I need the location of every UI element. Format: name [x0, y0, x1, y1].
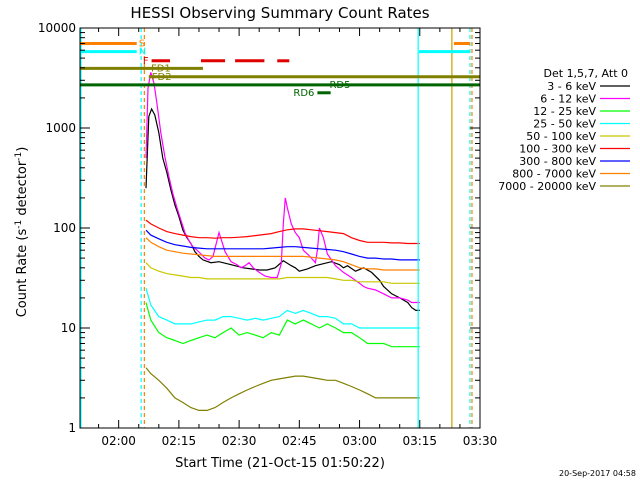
- legend-label-7: 800 - 7000 keV: [512, 168, 596, 181]
- legend-label-4: 50 - 100 keV: [526, 130, 596, 143]
- x-tick-label-3: 02:45: [282, 434, 317, 448]
- legend-label-0: 3 - 6 keV: [547, 80, 596, 93]
- legend-label-5: 100 - 300 keV: [519, 143, 596, 156]
- series-layer: [145, 72, 420, 411]
- vertical-lines-layer: [80, 28, 473, 428]
- x-tick-label-1: 02:15: [162, 434, 197, 448]
- series-line-4: [145, 262, 420, 284]
- flag-label-fd2: FD2: [152, 72, 172, 83]
- y-tick-label-1: 10: [61, 321, 76, 335]
- y-tick-label-3: 1000: [45, 121, 76, 135]
- series-line-5: [145, 219, 420, 245]
- legend-label-3: 25 - 50 keV: [533, 118, 596, 131]
- series-line-0: [145, 107, 420, 311]
- x-tick-label-2: 02:30: [222, 434, 257, 448]
- x-tick-label-6: 03:30: [463, 434, 498, 448]
- flag-label-n: N: [139, 47, 146, 58]
- legend-label-2: 12 - 25 keV: [533, 105, 596, 118]
- x-axis-label: Start Time (21-Oct-15 01:50:22): [175, 456, 385, 471]
- y-axis-label: Count Rate (s-1 detector-1): [14, 147, 30, 318]
- series-line-7: [145, 237, 420, 271]
- flag-label-f: F: [143, 56, 149, 67]
- flag-label-s: S: [139, 38, 145, 49]
- y-tick-label-0: 1: [68, 421, 76, 435]
- flag-label-fd1: FD1: [151, 63, 171, 74]
- legend-title: Det 1,5,7, Att 0: [544, 67, 628, 80]
- series-line-3: [145, 288, 420, 329]
- y-tick-label-4: 10000: [38, 21, 76, 35]
- series-line-2: [145, 302, 420, 348]
- legend-label-8: 7000 - 20000 keV: [498, 180, 596, 193]
- chart-title: HESSI Observing Summary Count Rates: [130, 4, 429, 22]
- flag-label-rd5: RD5: [329, 80, 350, 91]
- series-line-1: [145, 72, 420, 304]
- legend-label-1: 6 - 12 keV: [540, 93, 596, 106]
- x-tick-label-5: 03:15: [402, 434, 437, 448]
- series-line-8: [145, 367, 420, 411]
- y-tick-label-2: 100: [53, 221, 76, 235]
- plot-frame: [79, 27, 481, 429]
- x-tick-label-0: 02:00: [101, 434, 136, 448]
- series-line-6: [145, 229, 420, 261]
- axis-ticks-layer: 02:00 02:15 02:30 02:45 03:00 03:15 03:30 1 10 10…: [38, 21, 497, 448]
- legend-label-6: 300 - 800 keV: [519, 155, 596, 168]
- timestamp: 20-Sep-2017 04:58: [559, 469, 636, 478]
- flag-label-rd6: RD6: [293, 88, 314, 99]
- x-tick-label-4: 03:00: [342, 434, 377, 448]
